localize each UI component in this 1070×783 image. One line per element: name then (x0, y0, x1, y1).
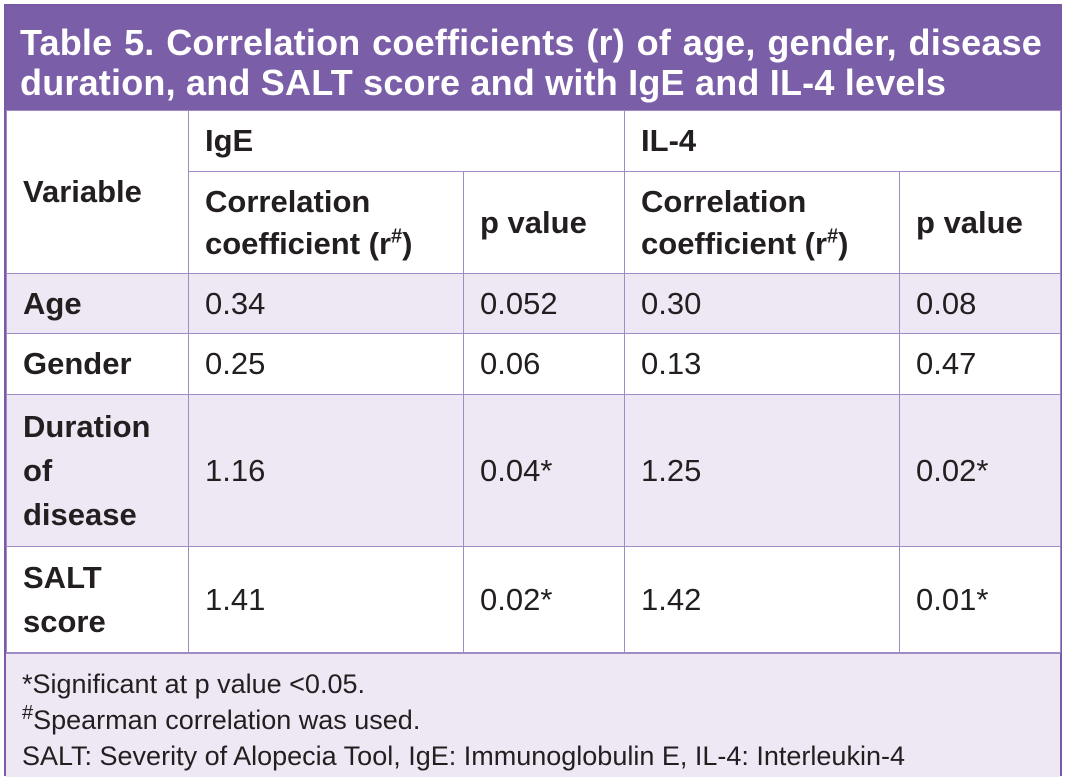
row-variable: Duration of disease (6, 394, 189, 547)
cell-ige-r: 1.16 (188, 394, 464, 547)
table-title: Table 5. Correlation coefficients (r) of… (6, 6, 1060, 110)
cell-ige-p: 0.04* (462, 394, 626, 547)
footnote-significance: *Significant at p value <0.05. (22, 669, 365, 699)
header-il4-corr: Correlation coefficient (r#) (624, 171, 901, 274)
row-variable: SALT score (6, 546, 189, 653)
header-il4-pvalue: p value (899, 171, 1062, 274)
header-ige-corr-sup: # (391, 225, 403, 248)
cell-il4-r: 0.30 (624, 273, 901, 334)
header-ige-corr: Correlation coefficient (r#) (188, 171, 464, 274)
cell-ige-r: 1.41 (188, 546, 464, 653)
table-row: SALT score 1.41 0.02* 1.42 0.01* (6, 546, 1062, 653)
table-footnotes: *Significant at p value <0.05. #Spearman… (6, 653, 1060, 777)
footnote-abbreviations: SALT: Severity of Alopecia Tool, IgE: Im… (22, 741, 905, 771)
cell-ige-r: 0.34 (188, 273, 464, 334)
cell-ige-p: 0.02* (462, 546, 626, 653)
header-il4: IL-4 (624, 110, 1062, 172)
header-variable: Variable (6, 110, 189, 274)
table-row: Age 0.34 0.052 0.30 0.08 (6, 273, 1062, 334)
cell-ige-p: 0.052 (462, 273, 626, 334)
header-ige-pvalue: p value (462, 171, 626, 274)
cell-il4-r: 1.42 (624, 546, 901, 653)
header-ige-corr-text: Correlation coefficient (r (205, 183, 392, 261)
header-il4-corr-text: Correlation coefficient (r (641, 183, 828, 261)
footnote-spearman-text: Spearman correlation was used. (33, 705, 421, 735)
cell-il4-p: 0.47 (899, 333, 1062, 395)
cell-il4-p: 0.08 (899, 273, 1062, 334)
header-il4-corr-sup: # (827, 225, 839, 248)
cell-ige-r: 0.25 (188, 333, 464, 395)
header-il4-corr-close: ) (838, 225, 849, 261)
correlation-table: Variable IgE IL-4 Correlation coefficien… (6, 110, 1062, 653)
cell-il4-p: 0.02* (899, 394, 1062, 547)
row-variable: Age (6, 273, 189, 334)
header-ige: IgE (187, 110, 626, 172)
cell-il4-r: 0.13 (624, 333, 901, 395)
table-row: Gender 0.25 0.06 0.13 0.47 (6, 333, 1062, 395)
table-row: Duration of disease 1.16 0.04* 1.25 0.02… (6, 394, 1062, 547)
cell-ige-p: 0.06 (462, 333, 626, 395)
footnote-spearman-sup: # (22, 702, 34, 724)
row-variable: Gender (6, 333, 189, 395)
cell-il4-p: 0.01* (899, 546, 1062, 653)
header-ige-corr-close: ) (402, 225, 413, 261)
cell-il4-r: 1.25 (624, 394, 901, 547)
footnote-spearman: #Spearman correlation was used. (22, 702, 1044, 738)
table-frame: Table 5. Correlation coefficients (r) of… (4, 4, 1062, 777)
